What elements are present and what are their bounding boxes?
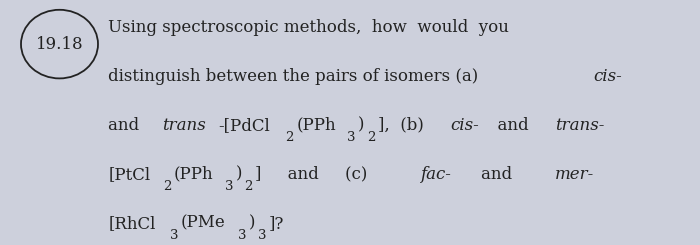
Text: (PPh: (PPh [296, 117, 336, 134]
Text: 2: 2 [163, 180, 172, 193]
Text: ): ) [249, 215, 256, 232]
Text: [RhCl: [RhCl [108, 215, 156, 232]
Text: -[PdCl: -[PdCl [218, 117, 270, 134]
Text: ]     and     (c): ] and (c) [255, 166, 383, 183]
Text: 2: 2 [286, 131, 294, 144]
Text: (PMe: (PMe [181, 215, 225, 232]
Text: trans: trans [162, 117, 206, 134]
Text: ): ) [358, 117, 365, 134]
Text: ],  (b): ], (b) [377, 117, 434, 134]
Text: cis-: cis- [593, 68, 622, 85]
Text: distinguish between the pairs of isomers (a): distinguish between the pairs of isomers… [108, 68, 484, 85]
Text: 2: 2 [367, 131, 375, 144]
Text: 2: 2 [244, 180, 253, 193]
Text: trans-: trans- [554, 117, 604, 134]
Text: [PtCl: [PtCl [108, 166, 150, 183]
Text: fac-: fac- [420, 166, 451, 183]
Text: Using spectroscopic methods,  how  would  you: Using spectroscopic methods, how would y… [108, 19, 510, 36]
Text: cis-: cis- [450, 117, 479, 134]
Text: (PPh: (PPh [174, 166, 214, 183]
Text: ]?: ]? [269, 215, 284, 232]
Text: mer-: mer- [554, 166, 594, 183]
Text: and: and [487, 117, 540, 134]
Text: 19.18: 19.18 [36, 36, 83, 53]
Text: 3: 3 [347, 131, 356, 144]
Text: ): ) [236, 166, 242, 183]
Text: 3: 3 [258, 229, 266, 242]
Text: and: and [460, 166, 533, 183]
Text: 3: 3 [169, 229, 178, 242]
Text: 3: 3 [238, 229, 247, 242]
Text: and: and [108, 117, 150, 134]
Text: 3: 3 [225, 180, 233, 193]
